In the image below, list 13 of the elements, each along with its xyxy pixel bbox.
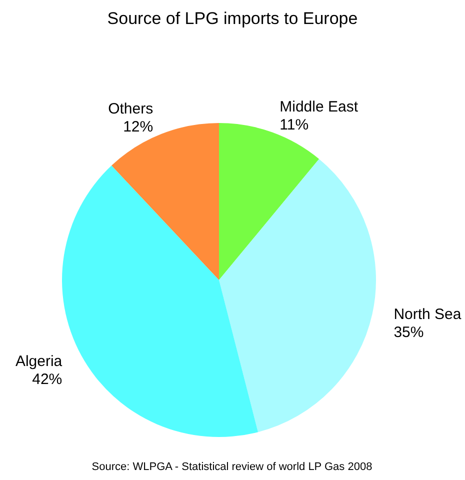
pie-slice [219, 159, 376, 432]
slice-label: Middle East [280, 98, 359, 116]
data-label: 42% [32, 371, 62, 388]
slice-label: Others [108, 100, 154, 118]
data-label: 35% [394, 324, 424, 342]
data-label: 12% [123, 118, 154, 136]
source-note: Source: WLPGA - Statistical review of world LP Gas 2008 [92, 461, 372, 473]
chart-title: Source of LPG imports to Europe [107, 9, 358, 28]
slice-label: North Sea [394, 306, 462, 324]
pie-slice [62, 166, 258, 437]
data-label: 11% [280, 116, 309, 134]
slice-label: Algeria [15, 353, 63, 370]
pie-slice [112, 123, 219, 280]
